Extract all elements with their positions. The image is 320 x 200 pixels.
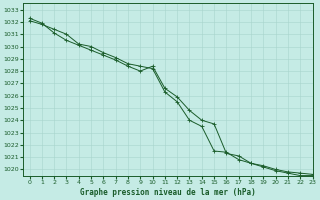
X-axis label: Graphe pression niveau de la mer (hPa): Graphe pression niveau de la mer (hPa) [80,188,256,197]
